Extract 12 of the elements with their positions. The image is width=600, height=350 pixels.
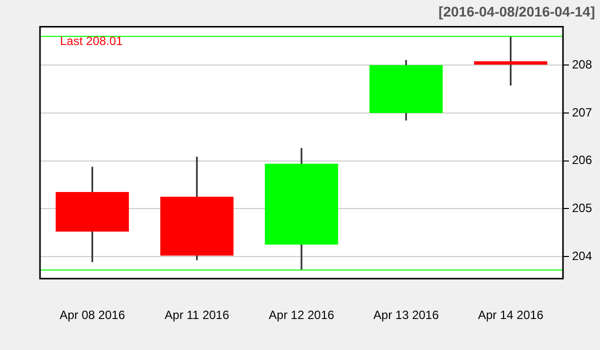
y-tick-label: 205	[572, 201, 592, 216]
x-tick-label: Apr 08 2016	[60, 308, 126, 322]
x-tick-label: Apr 12 2016	[268, 308, 335, 322]
annotation: Last 208.01	[60, 34, 124, 48]
x-tick-label: Apr 14 2016	[478, 308, 544, 322]
y-tick-label: 208	[572, 57, 592, 72]
x-tick-label: Apr 13 2016	[373, 308, 440, 322]
chart-subtitle: [2016-04-08/2016-04-14]	[438, 3, 595, 20]
y-tick-label: 204	[572, 248, 592, 263]
x-tick-label: Apr 11 2016	[164, 308, 230, 322]
y-tick-label: 207	[572, 105, 592, 120]
y-tick-label: 206	[572, 153, 592, 168]
